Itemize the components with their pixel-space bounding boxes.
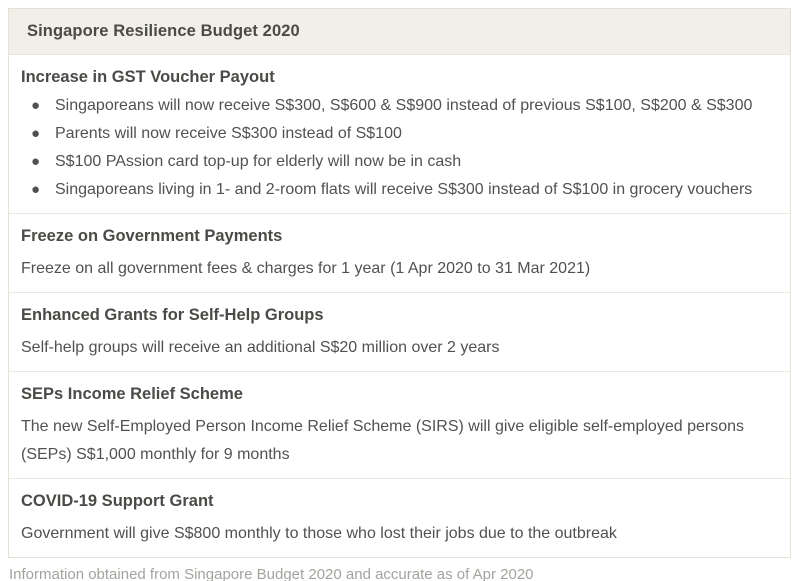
section-body: The new Self-Employed Person Income Reli… [21, 418, 744, 463]
bullet-icon: ● [31, 97, 41, 114]
section-body: Freeze on all government fees & charges … [21, 260, 591, 277]
section-heading: Increase in GST Voucher Payout [21, 68, 275, 86]
bullet-text: Singaporeans will now receive S$300, S$6… [55, 97, 753, 114]
section-gst-voucher-payout: Increase in GST Voucher Payout ● Singapo… [9, 55, 790, 213]
bullet-item: ● S$100 PAssion card top-up for elderly … [21, 148, 778, 176]
table-title: Singapore Resilience Budget 2020 [27, 22, 300, 40]
section-body: Government will give S$800 monthly to th… [21, 525, 617, 542]
bullet-text: Singaporeans living in 1- and 2-room fla… [55, 181, 753, 198]
bullet-item: ● Singaporeans living in 1- and 2-room f… [21, 176, 778, 204]
source-caption: Information obtained from Singapore Budg… [9, 566, 534, 581]
bullet-icon: ● [31, 153, 41, 170]
bullet-text: Parents will now receive S$300 instead o… [55, 125, 402, 142]
bullet-item: ● Parents will now receive S$300 instead… [21, 120, 778, 148]
section-heading: Enhanced Grants for Self-Help Groups [21, 306, 324, 324]
section-heading: COVID-19 Support Grant [21, 492, 214, 510]
table-header: Singapore Resilience Budget 2020 [9, 9, 790, 55]
bullet-item: ● Singaporeans will now receive S$300, S… [21, 92, 778, 120]
section-body: Self-help groups will receive an additio… [21, 339, 500, 356]
bullet-text: S$100 PAssion card top-up for elderly wi… [55, 153, 462, 170]
bullet-icon: ● [31, 181, 41, 198]
section-enhanced-grants: Enhanced Grants for Self-Help Groups Sel… [9, 292, 790, 371]
section-freeze-government-payments: Freeze on Government Payments Freeze on … [9, 213, 790, 292]
section-seps-income-relief: SEPs Income Relief Scheme The new Self-E… [9, 371, 790, 478]
bullet-icon: ● [31, 125, 41, 142]
bullet-list: ● Singaporeans will now receive S$300, S… [21, 92, 778, 204]
section-covid19-support-grant: COVID-19 Support Grant Government will g… [9, 478, 790, 557]
section-heading: Freeze on Government Payments [21, 227, 283, 245]
section-heading: SEPs Income Relief Scheme [21, 385, 243, 403]
budget-table: Singapore Resilience Budget 2020 Increas… [8, 8, 791, 558]
